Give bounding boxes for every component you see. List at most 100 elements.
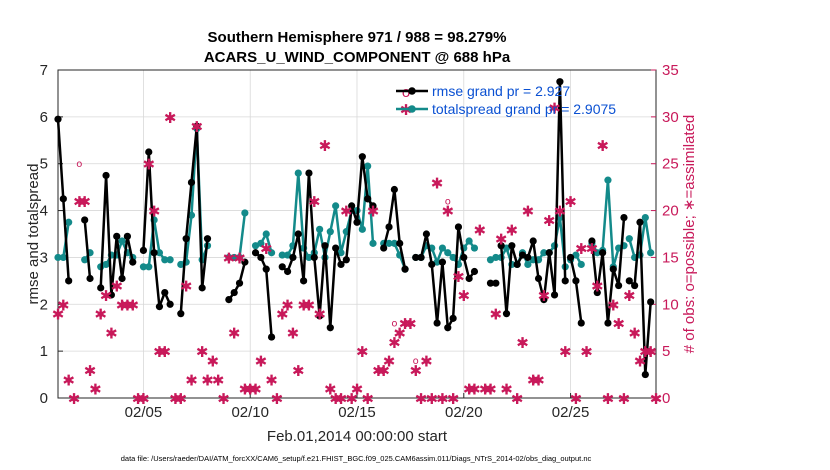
assimilated-obs-marker: ✱	[367, 203, 380, 221]
assimilated-obs-marker: ✱	[303, 296, 316, 314]
assimilated-obs-marker: ✱	[239, 381, 252, 399]
rmse-point	[556, 78, 564, 86]
spread-point	[257, 239, 265, 247]
spread-point	[358, 225, 366, 233]
possible-obs-marker: o	[188, 375, 194, 386]
rmse-point	[609, 265, 617, 273]
spread-point	[155, 249, 164, 257]
assimilated-obs-marker: ✱	[180, 278, 193, 296]
possible-obs-marker: o	[498, 234, 504, 245]
rmse-point	[572, 277, 580, 285]
rmse-point	[113, 232, 121, 240]
possible-obs-marker: o	[269, 375, 275, 386]
spread-point	[465, 237, 473, 245]
rmse-point	[150, 249, 158, 257]
assimilated-obs-marker: ✱	[142, 156, 155, 174]
possible-obs-marker: o	[135, 394, 141, 405]
rmse-point	[139, 246, 148, 254]
assimilated-obs-marker: ✱	[260, 240, 273, 258]
possible-obs-marker: o	[343, 206, 349, 217]
assimilated-obs-marker: ✱	[644, 343, 657, 361]
rmse-point	[417, 253, 425, 262]
possible-obs-marker: o	[306, 300, 312, 311]
rmse-point	[449, 314, 457, 322]
rmse-point	[337, 260, 345, 269]
possible-obs-marker: o	[487, 384, 493, 395]
assimilated-obs-marker: ✱	[175, 390, 188, 408]
possible-obs-marker: o	[290, 328, 296, 339]
assimilated-obs-marker: ✱	[116, 296, 129, 314]
assimilated-obs-marker: ✱	[68, 390, 81, 408]
spread-point	[332, 202, 340, 210]
possible-obs-marker: o	[514, 394, 520, 405]
spread-point	[647, 249, 655, 257]
possible-obs-marker: o	[445, 197, 451, 208]
possible-obs-marker: o	[130, 300, 136, 311]
assimilated-obs-marker: ✱	[399, 315, 412, 333]
possible-obs-marker: o	[375, 365, 381, 376]
spread-point	[577, 260, 585, 269]
rmse-point	[348, 202, 356, 210]
assimilated-obs-marker: ✱	[78, 193, 91, 211]
assimilated-obs-marker: ✱	[158, 343, 171, 361]
assimilated-obs-marker: ✱	[292, 362, 305, 380]
possible-obs-marker: o	[279, 309, 285, 320]
rmse-point	[524, 253, 532, 262]
y-tick-label: 2	[40, 296, 48, 313]
possible-obs-marker: o	[402, 319, 408, 330]
spread-point	[161, 256, 169, 264]
rmse-point	[177, 310, 185, 318]
rmse-point	[230, 288, 238, 297]
rmse-point	[577, 319, 585, 327]
assimilated-obs-marker: ✱	[490, 306, 503, 324]
assimilated-obs-marker: ✱	[479, 381, 492, 399]
possible-obs-marker: o	[386, 356, 392, 367]
assimilated-obs-marker: ✱	[452, 268, 465, 286]
rmse-point	[251, 249, 260, 257]
y-tick-label: 4	[40, 203, 48, 220]
y-right-tick-label: 25	[662, 156, 679, 173]
possible-obs-marker: o	[311, 197, 317, 208]
possible-obs-marker: o	[616, 319, 622, 330]
rmse-point	[358, 153, 366, 161]
rmse-point	[257, 253, 265, 262]
possible-obs-marker: o	[461, 290, 467, 301]
possible-obs-marker: o	[535, 375, 541, 386]
spread-point	[326, 228, 334, 236]
assimilated-obs-marker: ✱	[409, 362, 422, 380]
possible-obs-marker: o	[162, 347, 168, 358]
rmse-point	[369, 202, 377, 210]
rmse-point	[561, 277, 569, 285]
spread-point	[556, 214, 564, 222]
rmse-point	[636, 218, 644, 226]
assimilated-obs-marker: ✱	[596, 137, 609, 155]
series-layer	[54, 78, 655, 379]
y-right-tick-label: 5	[662, 343, 670, 360]
possible-obs-marker: o	[66, 375, 72, 386]
assimilated-obs-marker: ✱	[543, 212, 556, 230]
assimilated-obs-marker: ✱	[431, 174, 444, 192]
possible-obs-marker: o	[140, 394, 146, 405]
possible-obs-marker: o	[519, 337, 525, 348]
assimilated-obs-marker: ✱	[612, 315, 625, 333]
rmse-point	[198, 284, 206, 292]
y-axis-label: rmse and totalspread	[25, 164, 42, 305]
spread-point	[390, 239, 398, 247]
rmse-point	[54, 115, 62, 123]
possible-obs-marker: o	[194, 122, 200, 133]
rmse-point	[513, 260, 521, 269]
assimilated-obs-marker: ✱	[516, 334, 529, 352]
assimilated-obs-marker: ✱	[153, 343, 166, 361]
rmse-point	[278, 263, 286, 271]
possible-obs-marker: o	[471, 384, 477, 395]
possible-obs-marker: o	[589, 244, 595, 255]
rmse-point	[545, 249, 553, 257]
rmse-point	[620, 214, 628, 222]
rmse-point	[145, 148, 153, 156]
spread-point	[278, 251, 286, 259]
rmse-point	[401, 265, 409, 273]
assimilated-obs-marker: ✱	[548, 99, 561, 117]
possible-obs-marker: o	[317, 309, 323, 320]
rmse-series-line	[83, 219, 92, 279]
y-axis-ticks: 0 1 2 3 4 5 6 7	[40, 62, 63, 407]
